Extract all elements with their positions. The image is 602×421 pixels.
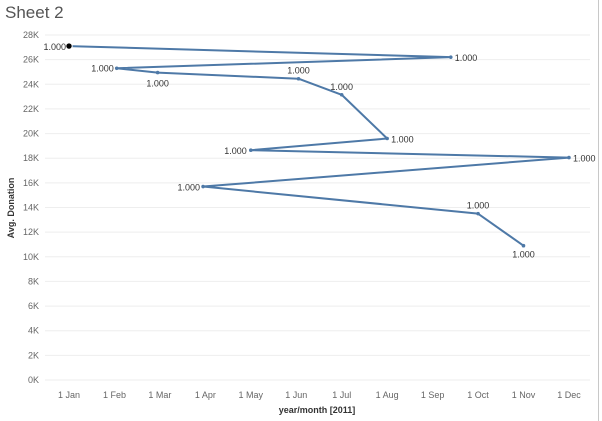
data-point	[249, 148, 253, 153]
data-point	[296, 76, 301, 81]
y-tick-label: 22K	[23, 104, 39, 114]
axis-ticks: 0K 2K 4K 6K 8K 10K 12K 14K 16K 18K 20K 22K 24K 26K 28K…	[23, 30, 581, 400]
data-point	[114, 66, 119, 71]
data-label: 1.000	[43, 42, 66, 52]
data-label: 1.000	[224, 146, 247, 156]
data-point	[521, 243, 526, 248]
data-label: 1.000	[91, 63, 114, 73]
y-axis-title: Avg. Donation	[6, 178, 16, 239]
y-tick-label: 28K	[23, 30, 39, 40]
series-line	[68, 45, 570, 247]
data-point	[339, 92, 344, 97]
x-tick-label: 1 Apr	[195, 390, 216, 400]
y-tick-label: 26K	[23, 55, 39, 65]
data-point	[201, 184, 205, 189]
x-tick-label: 1 Nov	[512, 390, 536, 400]
y-tick-label: 8K	[28, 276, 39, 286]
data-label: 1.000	[146, 79, 169, 89]
x-tick-label: 1 Jul	[332, 390, 351, 400]
data-point	[476, 211, 480, 216]
y-tick-label: 0K	[28, 375, 39, 385]
x-tick-label: 1 Dec	[557, 390, 581, 400]
data-point	[448, 55, 453, 59]
series-line-layer	[68, 45, 570, 247]
data-point	[385, 136, 389, 141]
y-tick-label: 18K	[23, 153, 39, 163]
x-tick-label: 1 Sep	[421, 390, 445, 400]
data-point	[567, 155, 571, 160]
data-label: 1.000	[512, 250, 535, 260]
data-point	[155, 70, 160, 75]
x-axis-title: year/month [2011]	[279, 405, 356, 415]
data-points	[65, 42, 571, 248]
panel-border	[598, 0, 599, 421]
y-tick-label: 16K	[23, 178, 39, 188]
x-tick-label: 1 Jun	[285, 390, 307, 400]
data-label: 1.000	[467, 201, 490, 211]
y-tick-label: 14K	[23, 203, 39, 213]
y-tick-label: 10K	[23, 252, 39, 262]
x-tick-label: 1 Oct	[467, 390, 489, 400]
data-label: 1.000	[178, 183, 201, 193]
y-tick-label: 20K	[23, 129, 39, 139]
data-label: 1.000	[391, 135, 414, 145]
y-tick-label: 2K	[28, 350, 39, 360]
data-label: 1.000	[455, 53, 478, 63]
data-point-highlight	[65, 42, 73, 50]
sheet-title: Sheet 2	[5, 3, 64, 22]
data-labels: 1.000 1.000 1.000 1.000 1.000 1.000 1.000 1.000…	[43, 42, 595, 260]
data-label: 1.000	[573, 154, 596, 164]
y-tick-label: 24K	[23, 79, 39, 89]
data-label: 1.000	[330, 82, 353, 92]
x-tick-label: 1 May	[239, 390, 264, 400]
y-tick-label: 4K	[28, 326, 39, 336]
y-tick-label: 12K	[23, 227, 39, 237]
x-tick-label: 1 Aug	[376, 390, 399, 400]
x-tick-label: 1 Feb	[103, 390, 126, 400]
data-label: 1.000	[287, 66, 310, 76]
x-tick-label: 1 Mar	[148, 390, 171, 400]
gridlines	[45, 34, 590, 381]
x-tick-label: 1 Jan	[58, 390, 80, 400]
y-tick-label: 6K	[28, 301, 39, 311]
